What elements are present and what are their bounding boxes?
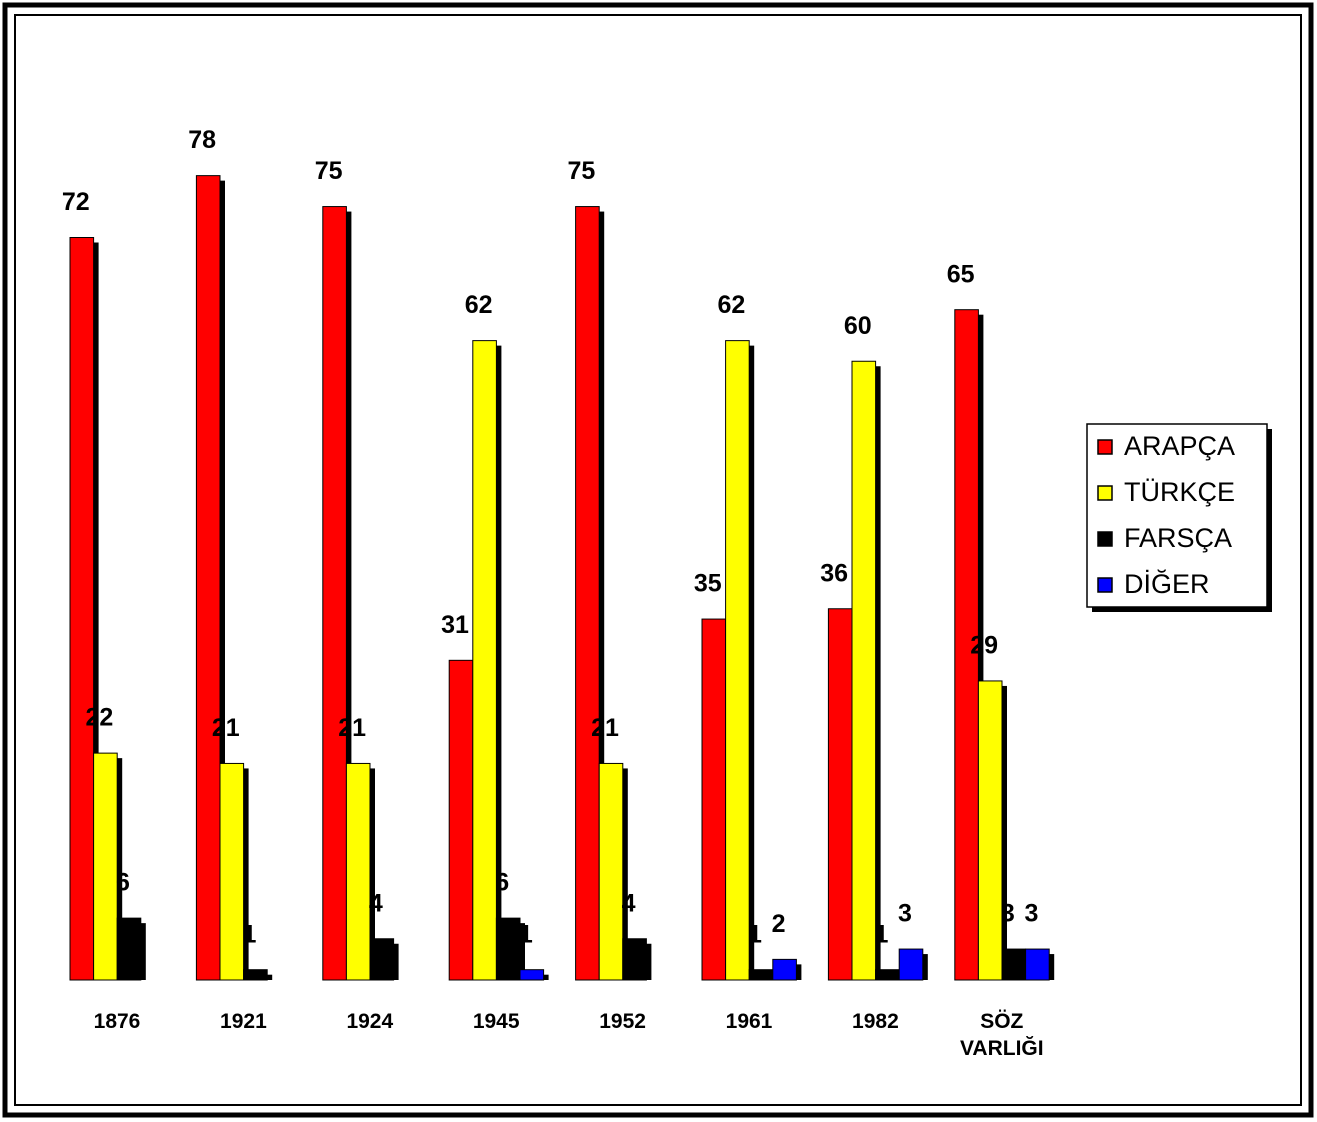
value-label: 3	[1001, 900, 1015, 928]
bar	[345, 762, 371, 981]
bar	[827, 608, 853, 981]
value-label: 1	[519, 920, 533, 948]
x-tick-label: 1945	[472, 1010, 520, 1033]
bar	[575, 206, 600, 981]
legend-swatch	[1097, 439, 1113, 455]
bar	[93, 752, 118, 981]
bar	[448, 659, 474, 981]
value-label: 1	[748, 920, 762, 948]
bar	[725, 340, 750, 981]
legend	[1086, 423, 1268, 608]
value-label: 62	[465, 291, 493, 319]
value-label: 21	[591, 714, 619, 742]
bar	[898, 948, 924, 981]
x-tick-label: 1961	[725, 1010, 773, 1033]
bar	[69, 237, 95, 981]
x-tick-label: 1982	[852, 1010, 899, 1033]
x-tick-label: 1921	[220, 1010, 267, 1033]
x-tick-label: 1876	[93, 1010, 141, 1033]
value-label: 1	[874, 920, 888, 948]
bar	[1001, 948, 1027, 981]
x-tick-label: 1952	[599, 1010, 646, 1033]
value-label: 78	[188, 126, 216, 154]
bar	[1025, 948, 1050, 981]
value-label: 75	[315, 157, 343, 185]
bar	[322, 206, 347, 981]
value-label: 3	[1024, 900, 1038, 928]
value-label: 22	[85, 704, 113, 732]
x-tick-label: SÖZ VARLIĞI	[959, 1010, 1044, 1060]
value-label: 4	[369, 889, 383, 917]
value-label: 62	[717, 291, 745, 319]
bar	[772, 958, 797, 981]
bar	[369, 938, 395, 981]
value-label: 4	[622, 889, 636, 917]
value-label: 60	[844, 312, 872, 340]
value-label: 1	[242, 920, 256, 948]
value-label: 3	[898, 900, 912, 928]
value-label: 75	[567, 157, 595, 185]
legend-swatch	[1097, 577, 1113, 593]
value-label: 29	[970, 632, 998, 660]
bar	[622, 938, 647, 981]
x-tick-label: 1924	[346, 1010, 394, 1033]
legend-label: FARSÇA	[1124, 523, 1232, 553]
value-label: 65	[947, 260, 975, 288]
legend-label: ARAPÇA	[1124, 431, 1235, 461]
bar	[472, 340, 497, 981]
value-label: 21	[338, 714, 366, 742]
value-label: 6	[495, 869, 509, 897]
legend-swatch	[1097, 531, 1113, 547]
legend-label: DİĞER	[1124, 568, 1210, 599]
bar	[243, 969, 268, 981]
bar	[116, 917, 142, 981]
value-label: 31	[441, 611, 469, 639]
value-label: 21	[212, 714, 240, 742]
legend-swatch	[1097, 485, 1113, 501]
value-label: 2	[772, 910, 786, 938]
value-label: 72	[62, 188, 90, 216]
bar	[851, 360, 877, 981]
bar	[519, 969, 545, 981]
bar	[977, 680, 1003, 981]
legend-label: TÜRKÇE	[1124, 477, 1235, 507]
bar	[219, 762, 245, 981]
bar	[195, 175, 221, 981]
inner-frame	[14, 14, 1302, 1106]
bar	[598, 762, 624, 981]
bar	[748, 969, 774, 981]
value-label: 36	[820, 559, 848, 587]
bar	[495, 917, 521, 981]
bar	[875, 969, 900, 981]
bar	[954, 309, 979, 981]
bar	[701, 618, 727, 981]
value-label: 35	[694, 570, 722, 598]
value-label: 6	[116, 869, 130, 897]
